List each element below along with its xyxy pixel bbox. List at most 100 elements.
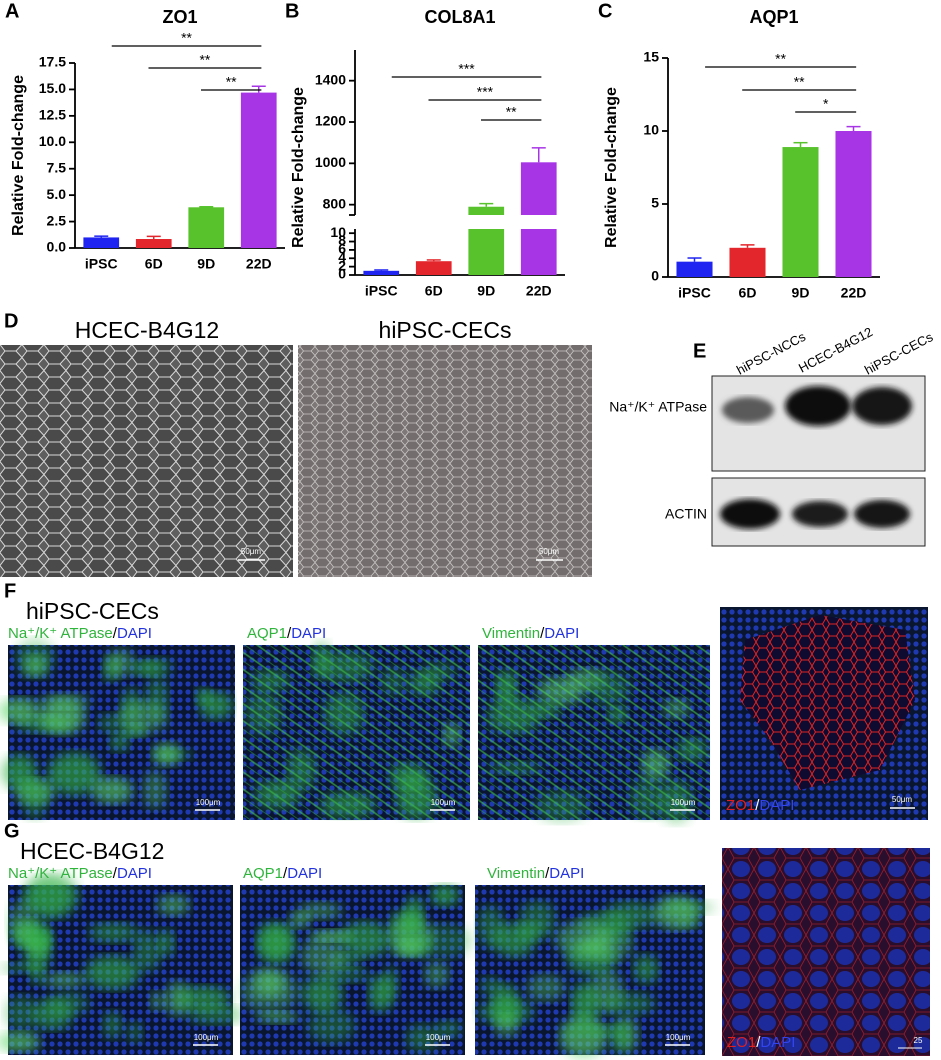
signal-blob bbox=[118, 700, 168, 734]
signal-blob bbox=[156, 894, 190, 916]
signal-blob bbox=[320, 792, 376, 818]
bar bbox=[520, 162, 557, 215]
bar bbox=[415, 261, 452, 275]
lane-label: hiPSC-NCCs bbox=[734, 329, 808, 378]
significance-label: ** bbox=[506, 104, 517, 120]
signal-blob bbox=[659, 780, 693, 824]
y-tick-label: 800 bbox=[323, 195, 347, 211]
blot-band bbox=[722, 397, 774, 423]
y-tick-label: 17.5 bbox=[39, 54, 66, 70]
y-tick-label: 8 bbox=[338, 232, 346, 248]
signal-blob bbox=[0, 1031, 41, 1052]
y-tick-label: 15 bbox=[643, 49, 659, 65]
signal-blob bbox=[30, 931, 52, 957]
significance-label: ** bbox=[794, 74, 805, 90]
signal-blob bbox=[40, 692, 92, 710]
signal-blob bbox=[662, 698, 690, 719]
signal-blob bbox=[255, 780, 301, 809]
signal-blob bbox=[629, 778, 666, 819]
bar bbox=[676, 261, 713, 277]
image-title: hiPSC-CECs bbox=[379, 317, 512, 343]
stain-label: ZO1/DAPI bbox=[726, 797, 794, 814]
y-tick-label: 4 bbox=[338, 249, 346, 265]
stain-label: Vimentin/DAPI bbox=[487, 865, 584, 882]
signal-blob bbox=[525, 974, 566, 1002]
scale-label: 50μm bbox=[892, 795, 913, 804]
panel-letter: E bbox=[693, 340, 706, 362]
signal-blob bbox=[102, 1010, 123, 1039]
signal-blob bbox=[423, 960, 450, 989]
y-tick-label: 10 bbox=[330, 224, 346, 240]
signal-blob bbox=[257, 921, 293, 963]
panel-letter: D bbox=[4, 310, 18, 332]
charts: A ZO1 Relative Fold-change 0.0 2.5 5.0 7.5 10.0… bbox=[5, 0, 880, 301]
x-tick-label: 6D bbox=[425, 283, 443, 299]
bar bbox=[135, 239, 172, 248]
signal-blob bbox=[676, 738, 708, 761]
y-axis-label: Relative Fold-change bbox=[603, 87, 620, 248]
blot-band bbox=[720, 499, 780, 529]
signal-blob bbox=[435, 1020, 462, 1038]
signal-blob bbox=[300, 935, 346, 976]
significance-label: *** bbox=[477, 84, 494, 100]
signal-blob bbox=[339, 921, 391, 958]
signal-blob bbox=[607, 706, 628, 723]
scale-label: 50μm bbox=[241, 547, 262, 556]
signal-blob bbox=[587, 671, 630, 705]
signal-blob bbox=[132, 929, 162, 972]
signal-blob bbox=[599, 991, 656, 1015]
signal-blob bbox=[570, 981, 599, 1026]
signal-blob bbox=[476, 905, 505, 949]
row-title: HCEC-B4G12 bbox=[20, 838, 164, 864]
signal-blob bbox=[442, 722, 461, 747]
chart-title: ZO1 bbox=[162, 7, 197, 27]
signal-blob bbox=[176, 986, 231, 1012]
signal-blob bbox=[130, 660, 165, 677]
bar bbox=[468, 206, 505, 215]
x-tick-label: 22D bbox=[526, 283, 552, 299]
signal-blob bbox=[286, 749, 316, 791]
blot-band bbox=[854, 500, 910, 528]
signal-blob bbox=[23, 654, 48, 677]
bar bbox=[83, 237, 120, 248]
signal-blob bbox=[302, 975, 344, 1012]
signal-blob bbox=[518, 900, 556, 934]
signal-blob bbox=[563, 1024, 623, 1037]
x-tick-label: 9D bbox=[792, 285, 810, 301]
blot-band bbox=[792, 501, 848, 527]
signal-blob bbox=[47, 752, 101, 796]
signal-blob bbox=[141, 770, 168, 810]
signal-blob bbox=[535, 790, 588, 823]
signal-blob bbox=[479, 976, 502, 997]
y-tick-label: 7.5 bbox=[47, 159, 67, 175]
x-tick-label: 9D bbox=[197, 256, 215, 272]
y-tick-label: 12.5 bbox=[39, 107, 66, 123]
row-title: hiPSC-CECs bbox=[26, 598, 159, 624]
scale-label: 100μm bbox=[671, 798, 696, 807]
bar bbox=[782, 147, 819, 277]
signal-blob bbox=[88, 922, 139, 943]
signal-blob bbox=[28, 954, 46, 985]
x-tick-label: 6D bbox=[145, 256, 163, 272]
significance-label: ** bbox=[775, 51, 786, 67]
chart-title: COL8A1 bbox=[424, 7, 495, 27]
signal-blob bbox=[368, 974, 393, 1012]
x-tick-label: iPSC bbox=[678, 285, 711, 301]
stain-label: AQP1/DAPI bbox=[247, 625, 326, 642]
significance-label: * bbox=[823, 96, 829, 112]
signal-blob bbox=[429, 884, 460, 907]
bar bbox=[835, 131, 872, 277]
signal-blob bbox=[21, 778, 48, 819]
blot-band bbox=[852, 387, 912, 425]
significance-label: *** bbox=[458, 61, 475, 77]
signal-blob bbox=[389, 763, 428, 790]
signal-blob bbox=[254, 1011, 301, 1024]
scale-label: 50μm bbox=[539, 547, 560, 556]
image-row: 100μm 100μm 100μm bbox=[0, 638, 710, 824]
signal-blob bbox=[610, 1019, 631, 1052]
phase-image bbox=[298, 345, 592, 577]
bar bbox=[520, 229, 557, 275]
signal-blob bbox=[45, 991, 90, 1016]
signal-blob bbox=[477, 999, 535, 1025]
